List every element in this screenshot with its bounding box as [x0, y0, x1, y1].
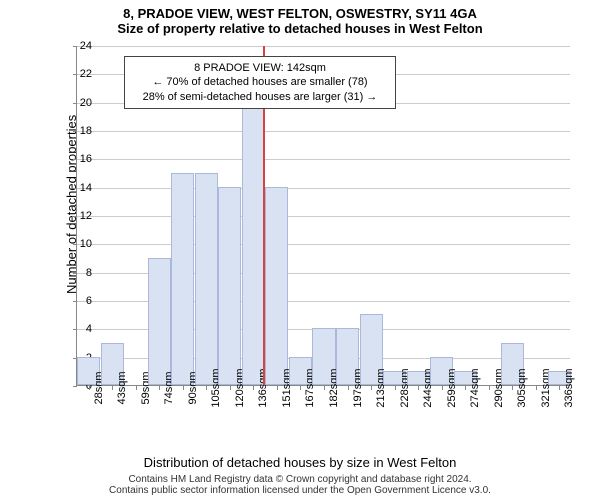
- histogram-bar: [171, 173, 194, 386]
- x-tick-mark: [395, 386, 396, 390]
- page-title: 8, PRADOE VIEW, WEST FELTON, OSWESTRY, S…: [0, 6, 600, 21]
- x-tick-mark: [348, 386, 349, 390]
- x-tick-mark: [89, 386, 90, 390]
- y-tick-mark: [73, 159, 77, 160]
- x-tick-mark: [536, 386, 537, 390]
- grid-line: [77, 131, 570, 132]
- x-tick-mark: [206, 386, 207, 390]
- y-tick-mark: [73, 386, 77, 387]
- x-tick-mark: [300, 386, 301, 390]
- x-tick-mark: [253, 386, 254, 390]
- y-tick-mark: [73, 244, 77, 245]
- y-tick-mark: [73, 74, 77, 75]
- x-tick-mark: [442, 386, 443, 390]
- x-tick-label: 305sqm: [516, 368, 528, 407]
- y-tick-label: 4: [68, 323, 92, 335]
- y-tick-label: 20: [68, 97, 92, 109]
- y-tick-label: 16: [68, 153, 92, 165]
- y-tick-mark: [73, 46, 77, 47]
- histogram-bar: [195, 173, 218, 386]
- x-tick-label: 336sqm: [563, 368, 575, 407]
- x-tick-mark: [371, 386, 372, 390]
- x-tick-mark: [324, 386, 325, 390]
- grid-line: [77, 244, 570, 245]
- y-tick-label: 18: [68, 125, 92, 137]
- grid-line: [77, 188, 570, 189]
- histogram-bar: [218, 187, 241, 385]
- histogram-bar: [242, 102, 265, 385]
- x-tick-mark: [112, 386, 113, 390]
- grid-line: [77, 216, 570, 217]
- x-tick-mark: [277, 386, 278, 390]
- legend-line-3: 28% of semi-detached houses are larger (…: [131, 90, 389, 104]
- y-tick-mark: [73, 301, 77, 302]
- legend-line-1: 8 PRADOE VIEW: 142sqm: [131, 61, 389, 75]
- x-tick-label: 43sqm: [116, 371, 128, 404]
- x-tick-mark: [465, 386, 466, 390]
- x-tick-mark: [489, 386, 490, 390]
- x-tick-mark: [159, 386, 160, 390]
- x-tick-mark: [512, 386, 513, 390]
- x-tick-mark: [230, 386, 231, 390]
- grid-line: [77, 46, 570, 47]
- legend-line-2: ← 70% of detached houses are smaller (78…: [131, 75, 389, 89]
- y-tick-label: 24: [68, 40, 92, 52]
- y-tick-label: 10: [68, 238, 92, 250]
- attribution: Contains HM Land Registry data © Crown c…: [0, 474, 600, 496]
- y-tick-label: 6: [68, 295, 92, 307]
- y-tick-label: 14: [68, 182, 92, 194]
- y-tick-mark: [73, 216, 77, 217]
- y-tick-mark: [73, 329, 77, 330]
- x-tick-label: 274sqm: [469, 368, 481, 407]
- y-tick-label: 8: [68, 267, 92, 279]
- y-tick-mark: [73, 103, 77, 104]
- x-tick-mark: [418, 386, 419, 390]
- histogram-bar: [265, 187, 288, 385]
- x-tick-mark: [136, 386, 137, 390]
- page-subtitle: Size of property relative to detached ho…: [0, 21, 600, 36]
- x-tick-mark: [183, 386, 184, 390]
- x-axis-label: Distribution of detached houses by size …: [0, 455, 600, 470]
- histogram-bar: [148, 258, 171, 386]
- y-tick-label: 22: [68, 68, 92, 80]
- y-tick-mark: [73, 273, 77, 274]
- y-tick-mark: [73, 131, 77, 132]
- attribution-line-2: Contains public sector information licen…: [0, 485, 600, 496]
- y-tick-label: 12: [68, 210, 92, 222]
- attribution-line-1: Contains HM Land Registry data © Crown c…: [0, 474, 600, 485]
- grid-line: [77, 159, 570, 160]
- legend-box: 8 PRADOE VIEW: 142sqm ← 70% of detached …: [124, 56, 396, 109]
- x-tick-mark: [559, 386, 560, 390]
- y-tick-mark: [73, 188, 77, 189]
